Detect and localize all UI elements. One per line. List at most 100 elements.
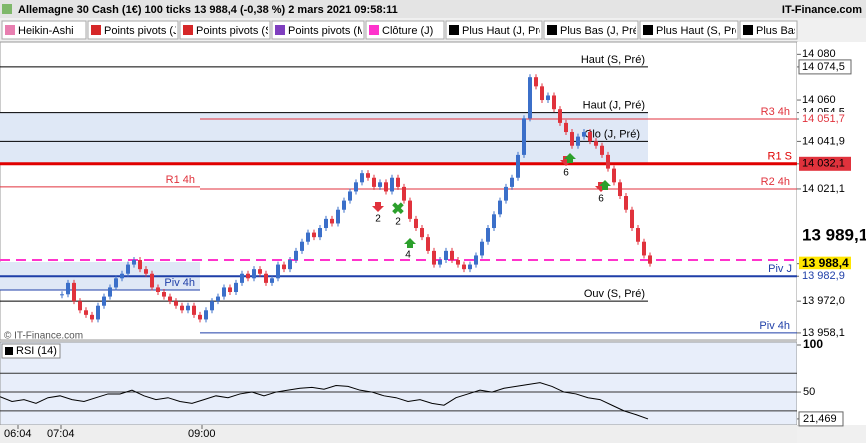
candle xyxy=(78,301,82,311)
x-tick-label: 06:04 xyxy=(4,428,32,440)
candle xyxy=(384,182,388,192)
signal-label: 4 xyxy=(405,250,411,261)
legend-label: Points pivots (J) xyxy=(104,25,182,37)
candle xyxy=(510,177,514,187)
candle xyxy=(264,273,268,283)
icon xyxy=(2,4,12,14)
level-label: R3 4h xyxy=(761,106,790,118)
level-label: R1 4h xyxy=(166,174,195,186)
legend-item: Points pivots (M) xyxy=(271,20,365,40)
level-label: Piv 4h xyxy=(164,277,195,289)
legend-box xyxy=(543,20,639,40)
y-tick-label: 14 021,1 xyxy=(802,183,845,195)
candle xyxy=(174,301,178,306)
legend-box xyxy=(87,20,179,40)
candle xyxy=(222,287,226,297)
candle xyxy=(288,260,292,270)
level-label: Ouv (S, Pré) xyxy=(584,288,645,300)
candle xyxy=(378,182,382,187)
candle xyxy=(420,228,424,238)
legend-item: Clôture (J) xyxy=(365,20,445,40)
candle xyxy=(516,154,520,178)
candle xyxy=(546,95,550,101)
candle xyxy=(474,255,478,265)
candle xyxy=(198,314,202,320)
candle xyxy=(300,241,304,251)
level-label: Piv 4h xyxy=(759,320,790,332)
candle xyxy=(486,228,490,242)
candle xyxy=(360,173,364,183)
y-tick-label: 13 972,0 xyxy=(802,295,845,307)
legend-swatch xyxy=(547,25,557,35)
y-tick-label: 14 032,1 xyxy=(802,158,845,170)
legend-swatch xyxy=(183,25,193,35)
zone xyxy=(0,112,648,163)
rsi-line xyxy=(0,382,649,420)
legend-swatch xyxy=(91,25,101,35)
signal-label: 2 xyxy=(395,217,401,228)
candle xyxy=(108,287,112,297)
tick-box xyxy=(799,269,851,284)
candle xyxy=(144,269,148,274)
legend-box xyxy=(445,20,543,40)
y-tick-label: 14 041,9 xyxy=(802,135,845,147)
candle xyxy=(168,296,172,302)
rsi-tick-label: 100 xyxy=(803,337,823,351)
legend-box xyxy=(639,20,739,40)
y-tick-label: 14 051,7 xyxy=(802,113,845,125)
legend-item: Plus Bas (S, Pré) xyxy=(739,20,840,40)
candle xyxy=(522,118,526,155)
legend-swatch xyxy=(369,25,379,35)
candle xyxy=(444,250,448,261)
x-axis xyxy=(0,425,797,443)
candle xyxy=(648,255,652,264)
y-tick-label: 13 982,9 xyxy=(802,270,845,282)
rsi-title: RSI (14) xyxy=(16,345,57,357)
x-tick-label: 07:04 xyxy=(47,428,75,440)
candle xyxy=(450,250,454,261)
signal-label: 6 xyxy=(563,168,569,179)
candle xyxy=(540,86,544,101)
rsi-title-box xyxy=(1,343,61,359)
candle xyxy=(576,136,580,146)
legend-box xyxy=(739,20,798,40)
candle xyxy=(366,173,370,178)
y-tick-label: 14 060 xyxy=(802,94,836,106)
rsi-tick-label: 50 xyxy=(803,386,815,398)
tick-box xyxy=(799,112,851,127)
candle xyxy=(618,182,622,197)
y-tick-label: 14 080 xyxy=(802,48,836,60)
candle xyxy=(252,269,256,279)
legend-item: Plus Bas (J, Pré) xyxy=(543,20,639,40)
rsi-panel xyxy=(0,341,798,426)
candle xyxy=(60,294,64,296)
candle xyxy=(324,218,328,229)
candle xyxy=(432,250,436,265)
candle xyxy=(84,310,88,315)
candle xyxy=(498,200,502,215)
signal-label: 2 xyxy=(375,214,381,225)
candle xyxy=(66,282,70,295)
candle xyxy=(102,296,106,306)
candle xyxy=(258,269,262,274)
candle xyxy=(552,95,556,110)
candle xyxy=(162,292,166,297)
plot-area xyxy=(0,41,798,341)
legend-box xyxy=(365,20,445,40)
candle xyxy=(330,218,334,224)
candle xyxy=(402,186,406,201)
legend-swatch xyxy=(743,25,753,35)
candle xyxy=(528,77,532,119)
level-label: Clo (J, Pré) xyxy=(584,128,640,140)
candle xyxy=(426,237,430,251)
level-label: Haut (J, Pré) xyxy=(583,100,645,112)
candle xyxy=(96,305,100,320)
copyright: © IT-Finance.com xyxy=(4,331,83,342)
legend-label: Plus Bas (S, Pré) xyxy=(756,25,840,37)
candle xyxy=(294,250,298,261)
rsi-swatch xyxy=(5,347,13,355)
level-label: Piv J xyxy=(768,263,792,275)
candle xyxy=(408,200,412,219)
candle xyxy=(150,273,154,288)
candle xyxy=(624,196,628,210)
